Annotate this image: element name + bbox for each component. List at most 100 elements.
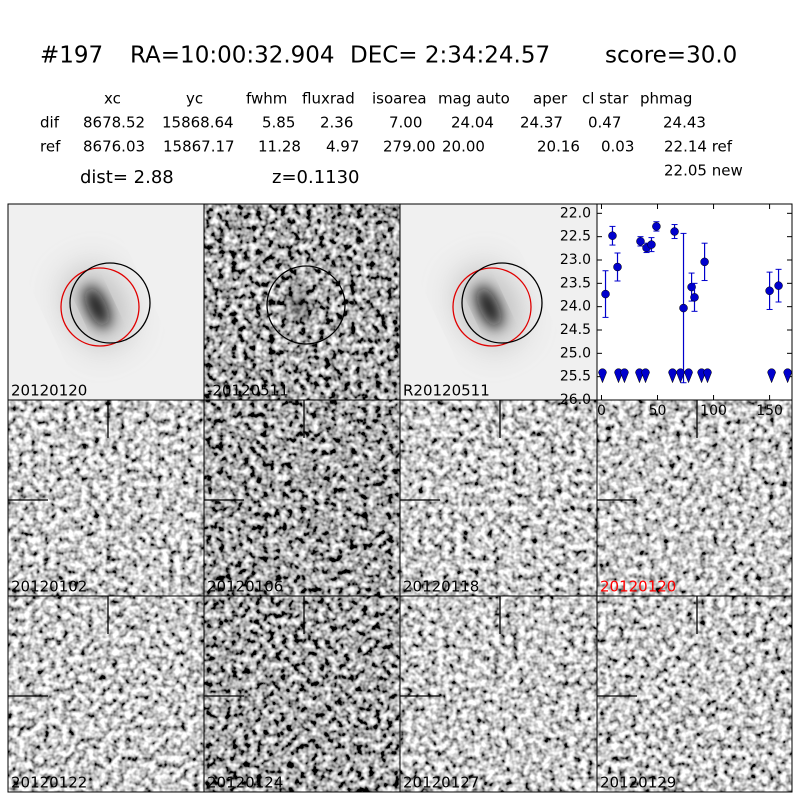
upper-limit [598,368,607,384]
table-cell: 24.37 [520,114,563,132]
stamp-label: R20120511 [403,382,490,400]
table-cell: 8676.03 [83,138,145,156]
noise-image [204,400,400,596]
noise-image [8,596,204,792]
ra: RA=10:00:32.904 [130,43,335,69]
y-tick-label: 23.5 [560,275,591,291]
data-point [700,257,709,267]
row-label: ref [40,138,61,156]
residual [291,288,307,320]
column-header: phmag [640,90,692,108]
column-header: cl star [582,90,629,108]
upper-limit [684,368,693,384]
y-tick-label: 25.0 [560,345,591,361]
column-header: yc [186,90,203,108]
y-tick-label: 22.5 [560,229,591,245]
column-header: mag auto [438,90,510,108]
noise-image [400,400,597,596]
x-tick-label: 0 [597,403,606,419]
stamp-label: 20120124 [207,774,283,792]
data-point [608,231,617,240]
y-tick-label: 23.0 [560,252,591,268]
ref-circle [60,267,140,347]
stamp-label: 20120129 [600,774,676,792]
target-circle [69,262,151,344]
table-cell: 4.97 [326,138,359,156]
y-tick-label: 24.5 [560,322,591,338]
table-cell: 24.04 [451,114,494,132]
column-header: isoarea [372,90,427,108]
y-tick-label: 25.5 [560,369,591,385]
stamp-label: 20120102 [11,578,87,596]
table-cell: 8678.52 [83,114,145,132]
upper-limit [767,368,776,384]
image-stamp [204,204,400,400]
table-cell: 0.47 [588,114,621,132]
noise-image [597,596,792,792]
phmag-new: 22.05 new [664,162,743,180]
redshift: z=0.1130 [272,167,360,188]
ref-circle [452,267,532,347]
image-stamp [204,596,400,792]
plot-marks [598,221,792,384]
stamp-label: 20120127 [403,774,479,792]
upper-limit [783,368,792,384]
data-point [652,222,661,231]
score: score=30.0 [605,43,737,69]
table-cell: 279.00 [383,138,436,156]
column-header: fwhm [246,90,287,108]
y-tick-label: 22.0 [560,205,591,221]
image-stamp [400,400,597,596]
image-stamp [400,204,597,400]
stamp-label: -20120511 [207,382,289,400]
x-tick-label: 50 [649,403,667,419]
y-tick-label: 26.0 [560,392,591,408]
dist: dist= 2.88 [80,167,174,188]
target-circle [461,262,543,344]
dec: DEC= 2:34:24.57 [350,43,550,69]
target-circle [266,265,346,345]
table-cell: 5.85 [262,114,295,132]
table-cell: 20.16 [537,138,580,156]
image-stamp [597,400,792,596]
data-point [670,227,679,236]
data-point [636,237,645,246]
table-cell: 20.00 [442,138,485,156]
data-point [765,286,774,296]
stamp-label: 20120118 [403,578,479,596]
table-cell: 22.14 ref [664,138,733,156]
data-point [679,303,688,313]
stamp-label: 20120122 [11,774,87,792]
table-cell: 2.36 [320,114,353,132]
stamp-label: 20120120 [600,578,676,596]
stamp-label: 20120106 [207,578,283,596]
noise-image [597,400,792,596]
x-tick-label: 100 [700,403,727,419]
image-stamp [8,596,204,792]
table-cell: 7.00 [389,114,422,132]
image-stamp [8,400,204,596]
data-point [601,289,610,299]
row-label: dif [40,114,60,132]
galaxy-core [84,286,110,328]
image-stamp [597,596,792,792]
upper-limit [703,368,712,384]
object-id: #197 [40,43,103,69]
table-cell: 0.03 [601,138,634,156]
upper-limit [641,368,650,384]
stamp-border [596,595,793,793]
image-stamp [8,204,204,400]
table-cell: 15868.64 [162,114,234,132]
x-tick-label: 150 [756,403,783,419]
table-cell: 15867.17 [163,138,235,156]
data-point [613,262,622,272]
table-cell: 11.28 [258,138,301,156]
upper-limit [620,368,629,384]
column-header: xc [104,90,121,108]
column-header: aper [533,90,568,108]
y-tick-label: 24.0 [560,299,591,315]
noise-image [204,596,400,792]
noise-image [8,400,204,596]
